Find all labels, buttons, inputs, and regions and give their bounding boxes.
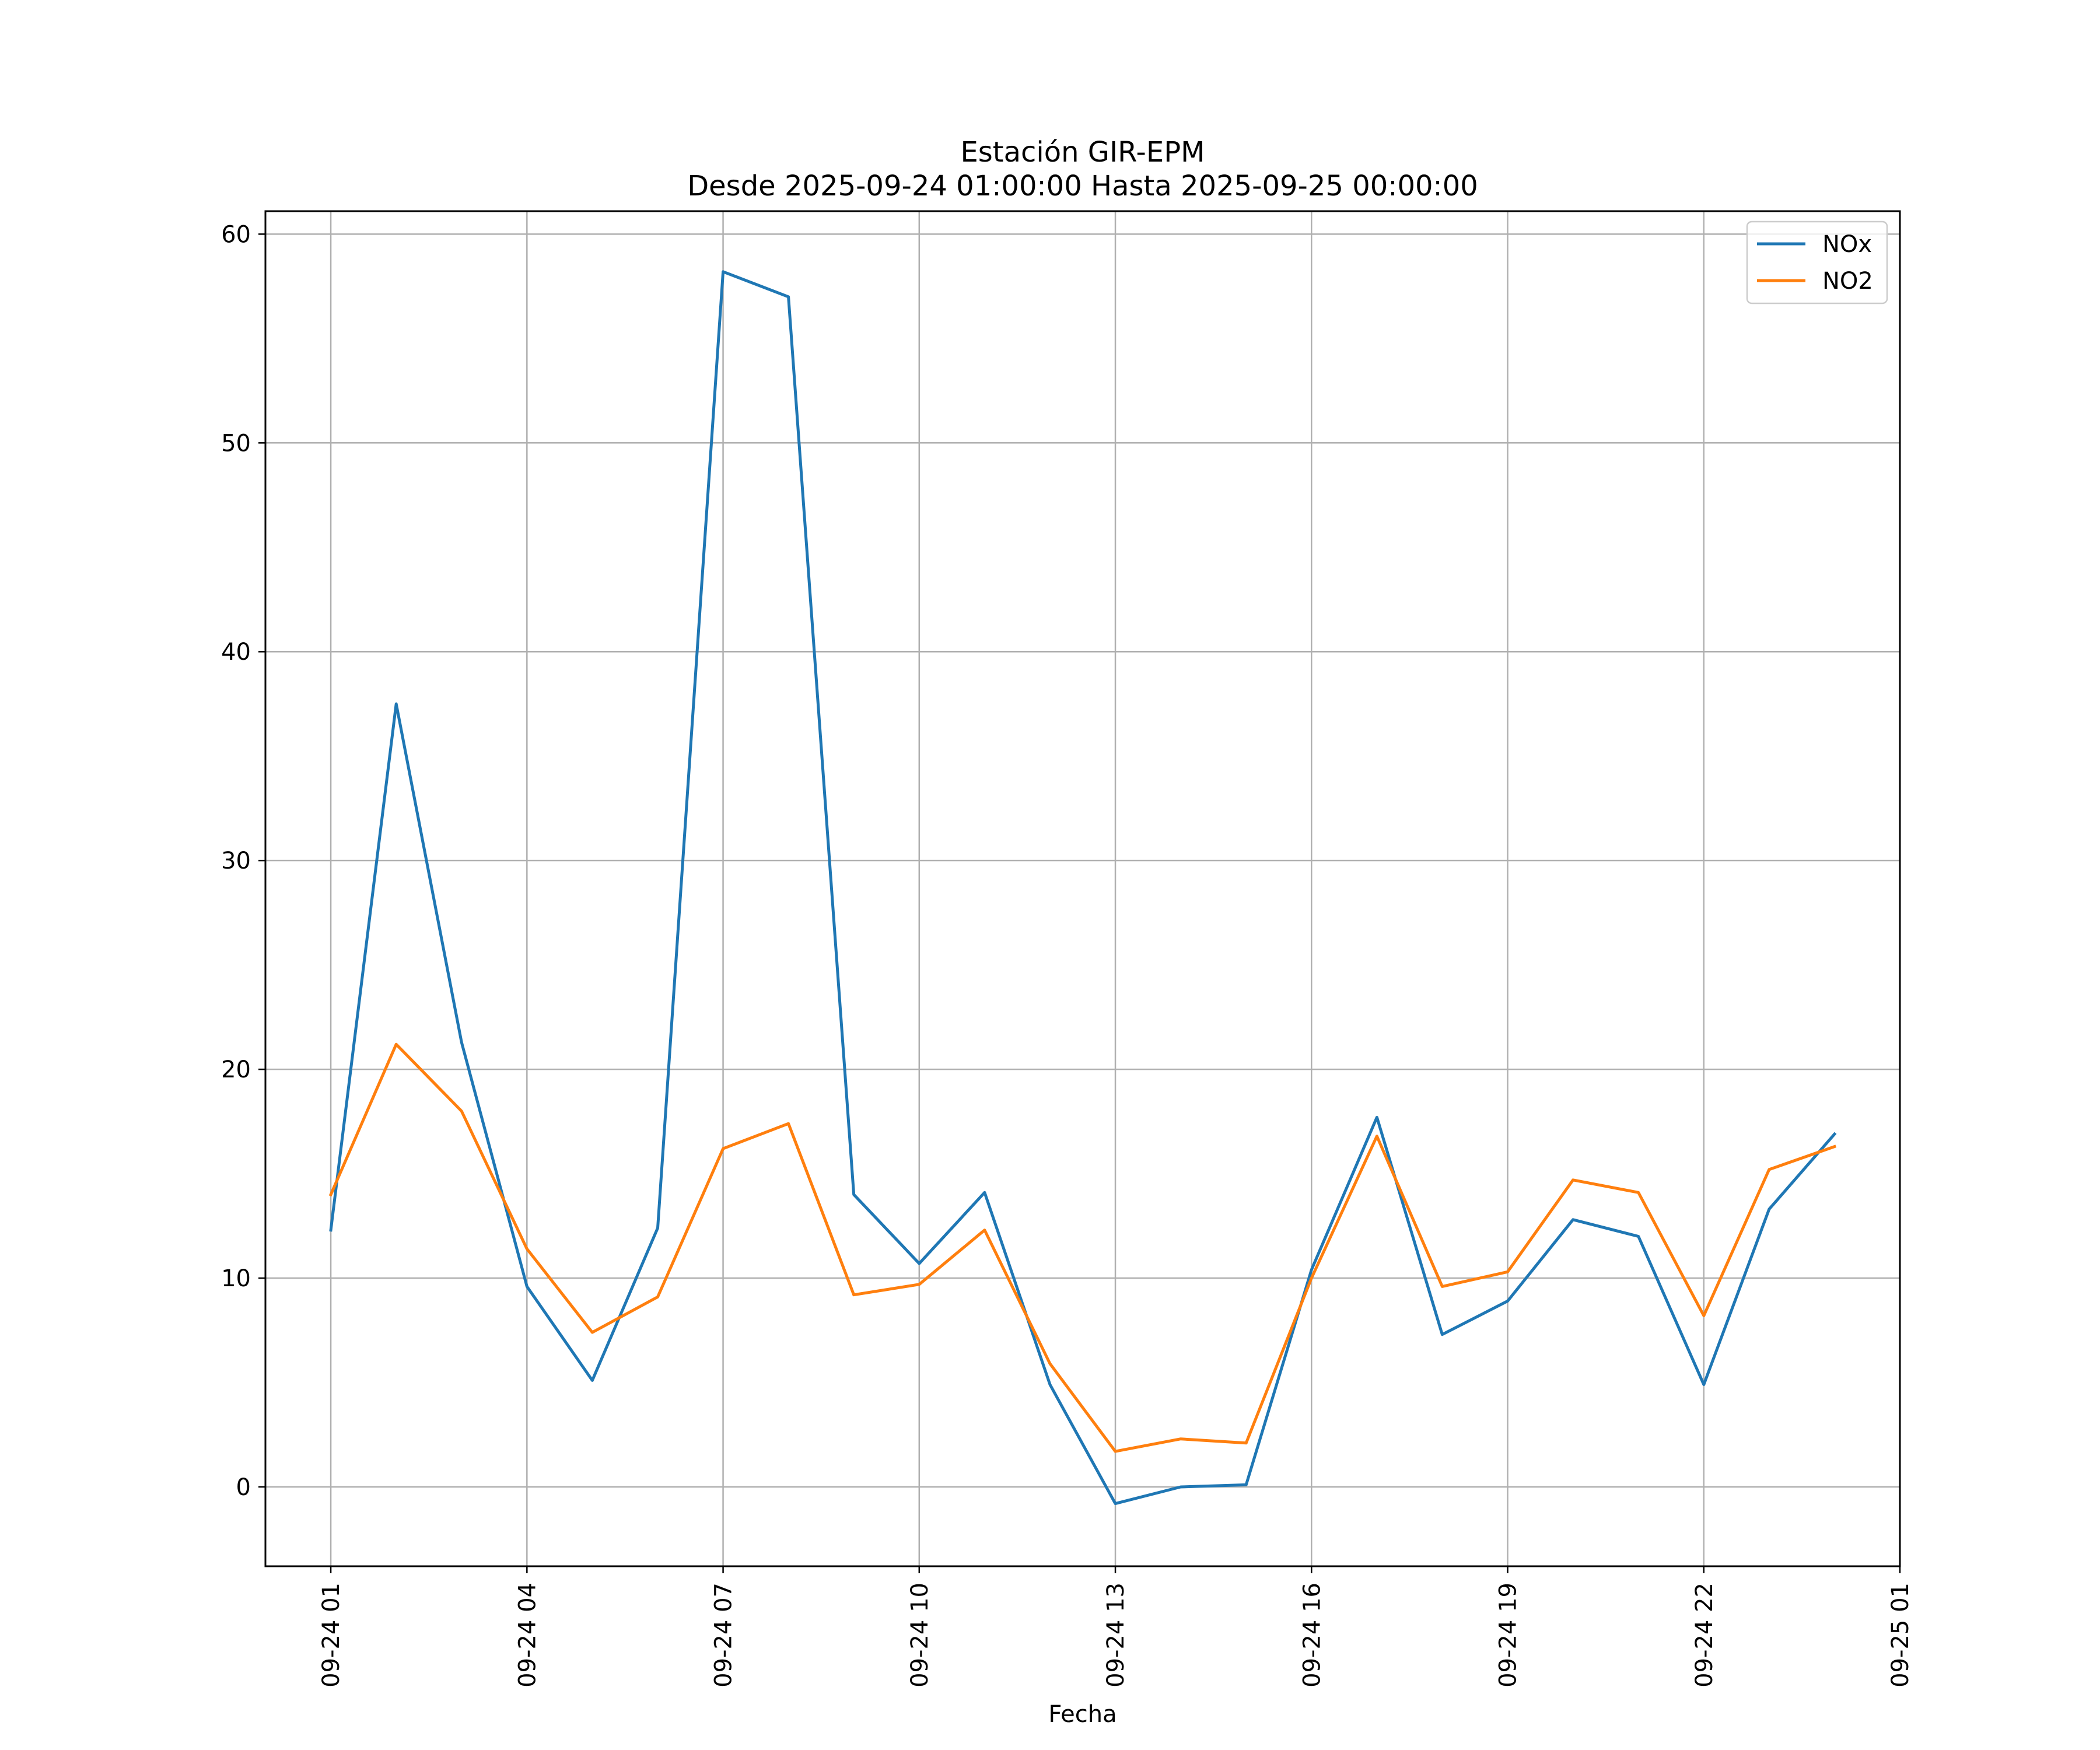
x-tick-label: 09-24 07 xyxy=(710,1583,737,1688)
x-tick-label: 09-24 13 xyxy=(1102,1583,1129,1688)
x-tick-label: 09-24 04 xyxy=(514,1583,541,1688)
plot-frame xyxy=(264,210,1901,1567)
y-tick-label: 30 xyxy=(221,848,251,874)
legend: NOx NO2 xyxy=(1746,220,1888,304)
x-axis-label: Fecha xyxy=(1048,1701,1116,1728)
x-tick-label: 09-24 19 xyxy=(1495,1583,1522,1688)
y-tick-label: 40 xyxy=(221,639,251,666)
x-tick-label: 09-25 01 xyxy=(1887,1583,1914,1688)
series-lines xyxy=(328,270,1837,1506)
y-tick-label: 0 xyxy=(236,1474,251,1501)
y-tick-label: 20 xyxy=(221,1056,251,1083)
grid-lines xyxy=(265,211,1901,1566)
x-tick-label: 09-24 16 xyxy=(1298,1583,1325,1688)
axis-ticks: 0 10 20 30 40 50 60 09-24 01 09-24 04 09-24 07 09-… xyxy=(221,221,1914,1687)
x-tick-label: 09-24 22 xyxy=(1691,1583,1718,1688)
chart-title: Estación GIR-EPM xyxy=(960,136,1205,169)
legend-label: NO2 xyxy=(1822,268,1873,295)
legend-label: NOx xyxy=(1822,231,1872,258)
x-tick-label: 09-24 01 xyxy=(318,1583,345,1688)
x-tick-label: 09-24 10 xyxy=(907,1583,933,1688)
y-tick-label: 10 xyxy=(221,1265,251,1292)
y-tick-label: 50 xyxy=(221,430,251,457)
legend-box xyxy=(1746,220,1888,304)
series-line-no2 xyxy=(328,1042,1837,1453)
chart-subtitle: Desde 2025-09-24 01:00:00 Hasta 2025-09-… xyxy=(687,170,1478,202)
series-line-nox xyxy=(329,270,1837,1506)
y-tick-label: 60 xyxy=(221,221,251,248)
